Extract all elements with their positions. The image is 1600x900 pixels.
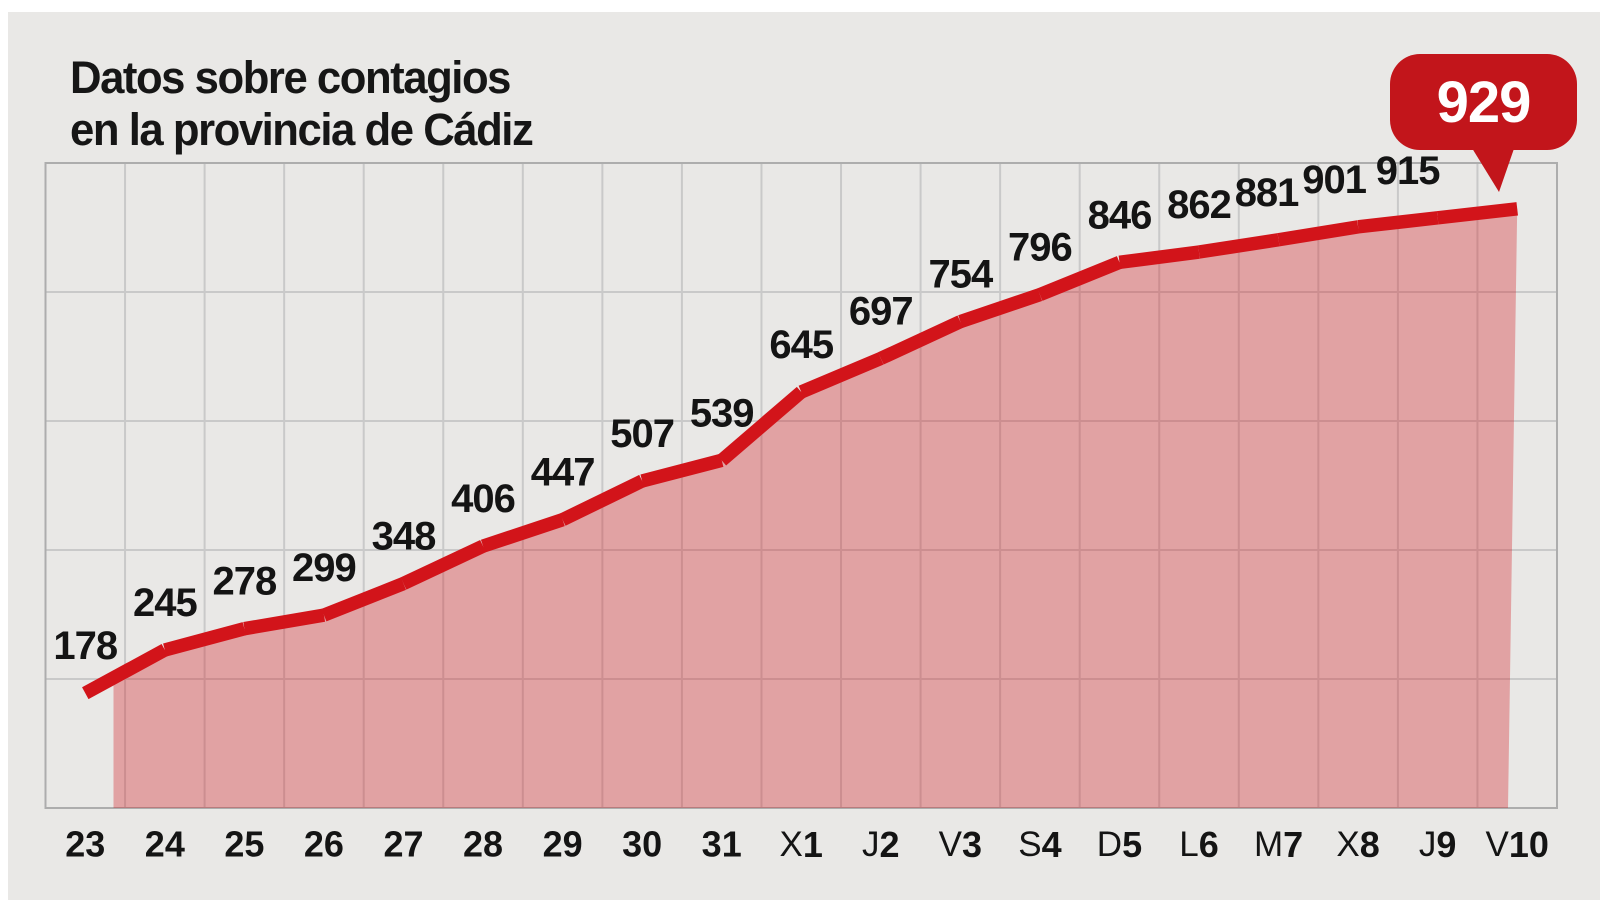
trend-line-segment [163,622,247,657]
data-label: 754 [928,253,993,297]
x-axis-label: X1 [780,824,823,865]
data-label: 645 [769,323,833,367]
trend-line-segment [1197,233,1280,259]
x-axis-label: S4 [1018,824,1061,865]
trend-line-segment [1118,245,1200,270]
x-axis-label: 30 [622,824,662,865]
x-axis-label: 31 [702,824,742,865]
x-axis-label: 28 [463,824,503,865]
trend-line-segment [480,513,565,553]
area-fill [113,208,1518,809]
x-axis-label: 25 [224,824,264,865]
data-label: 862 [1167,183,1231,227]
data-label: 796 [1008,226,1072,270]
data-label: 901 [1302,158,1366,202]
x-axis-label: 29 [543,824,583,865]
trend-line-segment [1037,256,1122,301]
trend-line-segment [321,577,406,622]
data-label: 697 [849,289,913,333]
trend-line-segment [559,474,646,526]
trend-line-segment [958,288,1043,329]
data-label: 299 [292,546,356,590]
x-axis-label: 26 [304,824,344,865]
x-axis-label: M7 [1254,824,1303,865]
data-label: 178 [53,624,117,668]
x-axis-label: 24 [145,824,185,865]
trend-line-segment [798,352,884,399]
data-label: 348 [372,515,436,559]
data-label: 278 [213,560,277,604]
trend-line-segment [82,644,169,700]
latest-value-callout: 929 [1390,54,1577,150]
trend-line-segment [717,386,806,466]
chart-title: Datos sobre contagios en la provincia de… [70,52,534,156]
chart-title-line2: en la provincia de Cádiz [70,104,534,155]
data-label: 846 [1088,193,1152,237]
data-label: 447 [531,451,595,495]
x-axis-label: J9 [1419,824,1457,865]
callout-value: 929 [1436,69,1532,135]
x-axis-label: 27 [383,824,423,865]
x-axis-label: D5 [1097,824,1142,865]
data-label: 881 [1235,171,1299,215]
trend-line-segment [640,453,724,488]
trend-line-segment [1277,220,1360,247]
data-label: 915 [1376,149,1440,193]
chart-frame [44,162,1558,809]
x-axis-label: V10 [1486,824,1549,865]
data-label: 245 [133,581,197,625]
data-label: 507 [610,412,674,456]
trend-line-segment [1436,202,1518,225]
trend-line-segment [877,315,964,365]
trend-line-segment [400,540,486,590]
x-axis-label: L6 [1179,824,1219,865]
data-label: 406 [451,477,515,521]
x-axis-label: X8 [1336,824,1379,865]
chart-background [8,12,1600,900]
x-axis-label: 23 [65,824,105,865]
x-axis-label: V3 [939,824,982,865]
trend-line-segment [243,608,326,636]
data-label: 539 [690,391,754,435]
x-axis-label: J2 [862,824,900,865]
chart-title-line1: Datos sobre contagios [70,52,511,103]
trend-line-segment [1357,211,1439,234]
